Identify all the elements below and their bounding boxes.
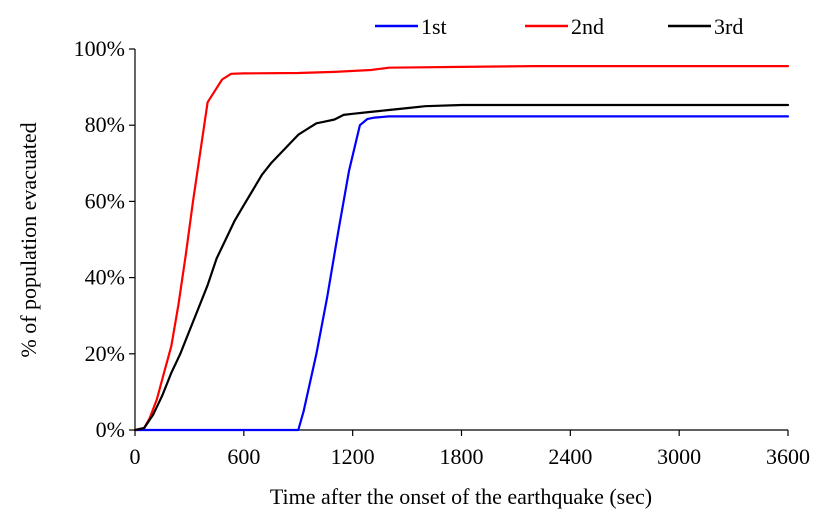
x-tick-label: 3600 [766, 444, 810, 469]
y-tick-label: 100% [74, 36, 125, 61]
series-line-2nd [133, 64, 790, 432]
legend: 1st 2nd 3rd [375, 14, 743, 39]
x-tick-label: 600 [227, 444, 260, 469]
x-tick-label: 1800 [440, 444, 484, 469]
y-tick-label: 20% [85, 341, 125, 366]
x-tick-label: 2400 [548, 444, 592, 469]
y-tick-label: 40% [85, 265, 125, 290]
y-axis-title: % of population evacuated [16, 122, 41, 357]
x-tick-label: 3000 [657, 444, 701, 469]
y-tick-label: 60% [85, 188, 125, 213]
x-tick-label: 1200 [331, 444, 375, 469]
y-tick-label: 0% [96, 417, 125, 442]
series-line-1st [133, 115, 790, 432]
x-tick-label: 0 [130, 444, 141, 469]
y-tick-label: 80% [85, 112, 125, 137]
legend-label-3rd: 3rd [714, 14, 743, 39]
plot-area: 0% 20% 40% 60% 80% 100% 0 600 1200 1800 2400 3000 36… [74, 36, 810, 469]
legend-label-2nd: 2nd [571, 14, 604, 39]
series-line-3rd [133, 103, 790, 432]
legend-label-1st: 1st [421, 14, 447, 39]
x-axis-title: Time after the onset of the earthquake (… [270, 484, 652, 509]
